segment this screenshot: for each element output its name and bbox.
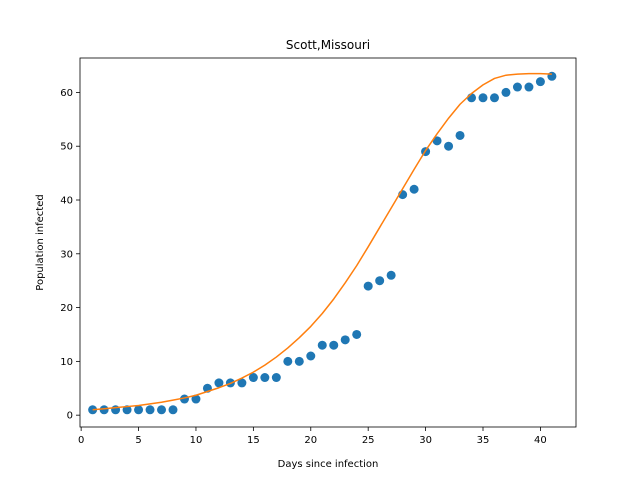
data-point [317,340,327,350]
data-point [340,335,350,345]
data-point [489,93,499,103]
data-point [478,93,488,103]
data-point [214,378,224,388]
x-tick-label: 15 [247,435,260,446]
data-point [306,351,316,361]
data-point [157,405,167,415]
x-tick-label: 5 [135,435,141,446]
data-point [547,71,557,81]
y-tick-label: 40 [60,196,73,207]
data-point [375,276,385,286]
x-tick-label: 10 [190,435,203,446]
y-axis-title: Population infected [35,194,46,290]
chart-title: Scott,Missouri [286,38,370,52]
data-point [352,329,362,339]
x-axis: 0 5 10 15 20 25 30 35 40 [78,427,547,446]
y-tick-label: 0 [67,411,73,422]
data-point [409,184,419,194]
x-tick-label: 40 [534,435,547,446]
y-axis: 0 10 20 30 40 50 60 [60,88,80,422]
data-point [455,130,465,140]
x-axis-title: Days since infection [278,459,379,470]
x-tick-label: 20 [304,435,317,446]
plot-area [88,71,557,415]
data-point [432,136,442,146]
data-point [535,77,545,87]
data-point [524,82,534,92]
y-tick-label: 10 [60,357,73,368]
data-point [237,378,247,388]
x-tick-label: 30 [419,435,432,446]
data-point [467,93,477,103]
data-point [248,373,258,383]
axes-frame [79,57,577,428]
data-point [271,373,281,383]
data-point [99,405,109,415]
data-point [134,405,144,415]
data-point [145,405,155,415]
data-point [363,281,373,291]
y-tick-label: 50 [60,142,73,153]
data-point [122,405,132,415]
data-point [294,356,304,366]
data-point [283,356,293,366]
x-tick-label: 35 [477,435,490,446]
data-point [444,141,454,151]
y-tick-label: 60 [60,88,73,99]
data-point [168,405,178,415]
y-tick-label: 30 [60,249,73,260]
data-point [501,87,511,97]
fit-curve [92,72,552,411]
x-tick-label: 25 [362,435,375,446]
y-tick-label: 20 [60,303,73,314]
x-tick-label: 0 [78,435,84,446]
data-point [191,394,201,404]
data-point [512,82,522,92]
data-point [260,373,270,383]
data-point [386,270,396,280]
data-point [329,340,339,350]
